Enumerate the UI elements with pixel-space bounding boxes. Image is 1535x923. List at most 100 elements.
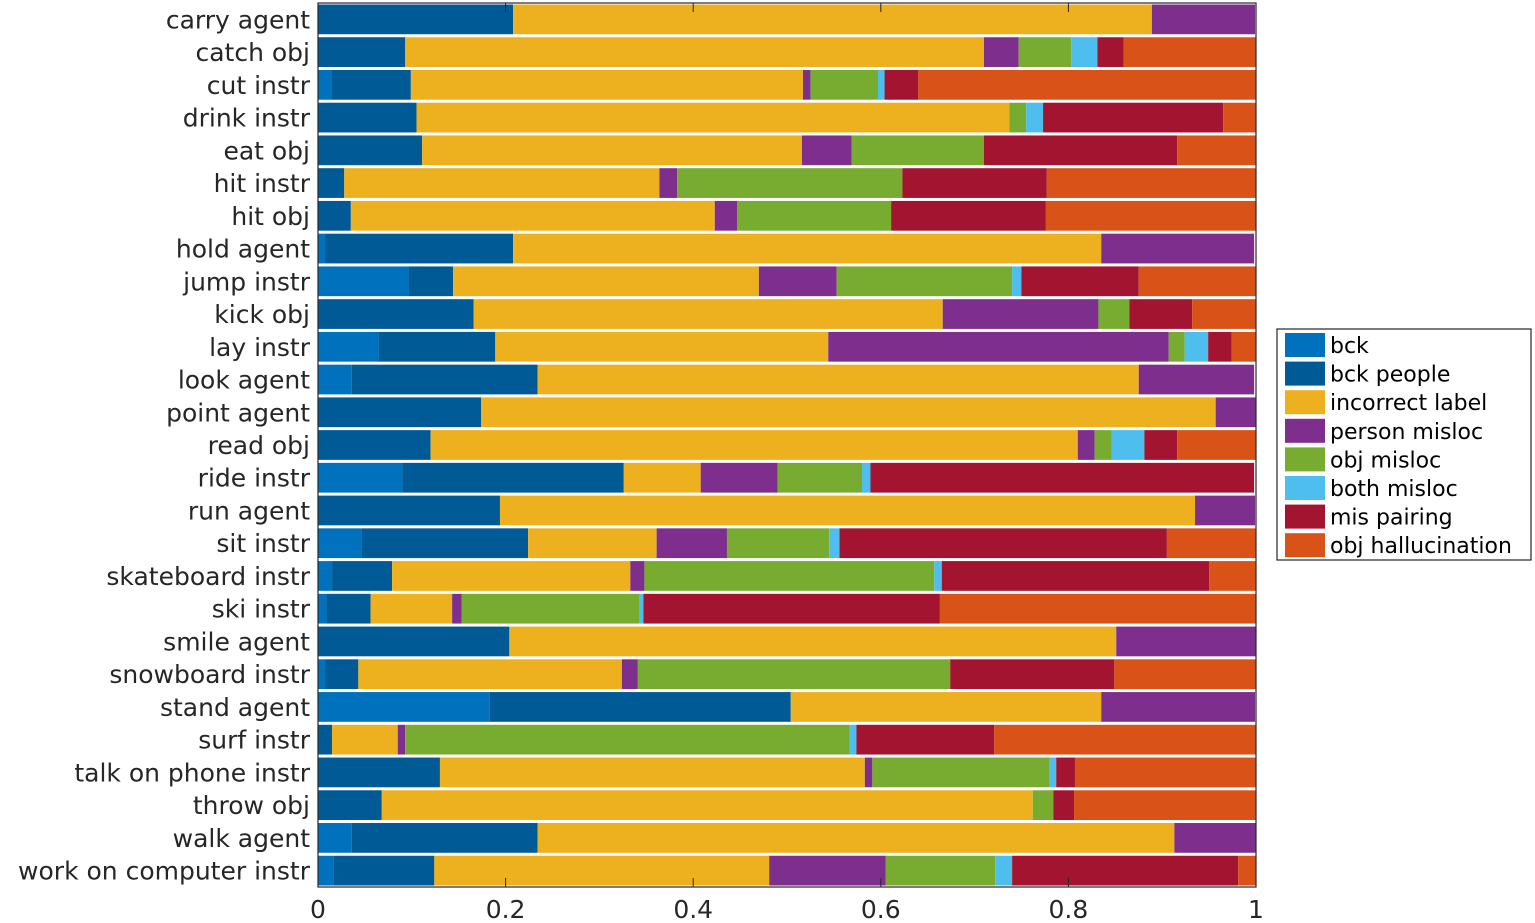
bar-sit-instr-incorrect-label: [528, 528, 657, 559]
bar-smile-agent-person-misloc: [1116, 626, 1256, 657]
bar-snowboard-instr-mis-pairing: [950, 659, 1115, 690]
bar-hit-instr-person-misloc: [659, 168, 678, 198]
bar-work-on-computer-instr-mis-pairing: [1012, 855, 1239, 886]
x-tick-label-1: 0.2: [486, 895, 526, 923]
bar-stand-agent-bck: [318, 692, 490, 722]
bar-lay-instr-incorrect-label: [495, 331, 829, 362]
category-label-catch-obj: catch obj: [195, 38, 310, 67]
bar-walk-agent-bck-people: [351, 823, 538, 853]
legend-label-person-misloc: person misloc: [1330, 420, 1483, 445]
bar-catch-obj-both-misloc: [1071, 37, 1098, 67]
legend-swatch-obj-misloc: [1285, 447, 1325, 472]
bar-look-agent-incorrect-label: [537, 364, 1139, 395]
bar-skateboard-instr-obj-misloc: [644, 561, 935, 591]
bar-lay-instr-obj-hallucination: [1231, 331, 1256, 362]
bar-throw-obj-bck-people: [318, 790, 382, 821]
bar-lay-instr-mis-pairing: [1208, 331, 1232, 362]
bar-stand-agent-person-misloc: [1101, 692, 1256, 722]
bar-talk-on-phone-instr-mis-pairing: [1056, 757, 1075, 788]
bar-talk-on-phone-instr-obj-hallucination: [1074, 757, 1256, 788]
bar-ski-instr-bck-people: [326, 593, 371, 624]
bar-sit-instr-obj-misloc: [726, 528, 830, 559]
axes-layer: 0 0.2 0.4 0.6 0.8 1: [310, 2, 1264, 923]
bar-throw-obj-mis-pairing: [1053, 790, 1075, 821]
bar-cut-instr-both-misloc: [877, 69, 885, 100]
bar-walk-agent-person-misloc: [1174, 823, 1256, 853]
bar-ski-instr-mis-pairing: [643, 593, 940, 624]
bar-ride-instr-mis-pairing: [870, 462, 1255, 493]
bar-point-agent-incorrect-label: [481, 397, 1216, 428]
category-label-point-agent: point agent: [166, 398, 310, 427]
bar-surf-instr-person-misloc: [397, 724, 406, 755]
bar-sit-instr-person-misloc: [656, 528, 727, 559]
bar-catch-obj-person-misloc: [983, 37, 1019, 67]
category-labels: carry agent catch obj cut instr drink instr…: [18, 5, 311, 885]
bar-surf-instr-obj-hallucination: [994, 724, 1256, 755]
bar-hit-instr-obj-hallucination: [1046, 168, 1256, 198]
bar-eat-obj-person-misloc: [802, 135, 852, 166]
bar-look-agent-bck: [318, 364, 352, 395]
bar-lay-instr-both-misloc: [1184, 331, 1209, 362]
category-label-hit-instr: hit instr: [214, 169, 311, 198]
bar-talk-on-phone-instr-incorrect-label: [439, 757, 865, 788]
bar-skateboard-instr-mis-pairing: [941, 561, 1210, 591]
bar-run-agent-incorrect-label: [499, 495, 1196, 526]
bar-skateboard-instr-person-misloc: [630, 561, 645, 591]
bar-jump-instr-bck: [318, 266, 409, 297]
bar-hit-obj-incorrect-label: [350, 200, 715, 231]
bar-snowboard-instr-person-misloc: [621, 659, 638, 690]
bar-point-agent-person-misloc: [1215, 397, 1256, 428]
bar-surf-instr-incorrect-label: [332, 724, 398, 755]
bar-look-agent-person-misloc: [1138, 364, 1255, 395]
bar-hold-agent-bck-people: [325, 233, 514, 264]
legend-label-both-misloc: both misloc: [1330, 477, 1458, 502]
bar-hit-obj-obj-misloc: [737, 200, 892, 231]
bar-drink-instr-obj-hallucination: [1223, 102, 1256, 133]
bar-jump-instr-both-misloc: [1012, 266, 1022, 297]
bar-carry-agent-incorrect-label: [513, 4, 1152, 35]
bar-work-on-computer-instr-bck-people: [333, 855, 435, 886]
bar-sit-instr-bck: [318, 528, 362, 559]
category-label-cut-instr: cut instr: [207, 71, 311, 100]
legend-swatch-bck-people: [1285, 361, 1325, 386]
bar-drink-instr-both-misloc: [1026, 102, 1044, 133]
bar-talk-on-phone-instr-bck-people: [318, 757, 440, 788]
bar-talk-on-phone-instr-both-misloc: [1049, 757, 1057, 788]
bar-hit-obj-bck-people: [318, 200, 351, 231]
bar-ski-instr-obj-misloc: [461, 593, 640, 624]
x-tick-label-3: 0.6: [861, 895, 901, 923]
x-tick-label-5: 1: [1248, 895, 1264, 923]
bar-work-on-computer-instr-person-misloc: [769, 855, 886, 886]
bar-run-agent-bck-people: [318, 495, 500, 526]
bar-cut-instr-bck-people: [331, 69, 411, 100]
bar-cut-instr-mis-pairing: [884, 69, 919, 100]
bar-cut-instr-obj-hallucination: [918, 69, 1256, 100]
bars-layer: [318, 4, 1256, 886]
legend-swatch-obj-hallucination: [1285, 533, 1325, 558]
bar-read-obj-incorrect-label: [430, 430, 1078, 460]
legend-label-incorrect-label: incorrect label: [1330, 391, 1487, 416]
bar-lay-instr-obj-misloc: [1168, 331, 1185, 362]
category-label-carry-agent: carry agent: [166, 5, 310, 34]
bar-jump-instr-obj-hallucination: [1138, 266, 1256, 297]
legend-label-bck-people: bck people: [1330, 363, 1450, 388]
bar-catch-obj-obj-hallucination: [1123, 37, 1256, 67]
category-label-eat-obj: eat obj: [223, 136, 310, 165]
category-label-drink-instr: drink instr: [183, 104, 311, 133]
bar-walk-agent-incorrect-label: [537, 823, 1175, 853]
bar-drink-instr-incorrect-label: [416, 102, 1010, 133]
category-label-sit-instr: sit instr: [216, 529, 310, 558]
bar-drink-instr-bck-people: [318, 102, 417, 133]
bar-work-on-computer-instr-bck: [318, 855, 334, 886]
bar-lay-instr-bck: [318, 331, 379, 362]
legend-label-mis-pairing: mis pairing: [1330, 506, 1453, 531]
bar-snowboard-instr-bck: [318, 659, 326, 690]
bar-throw-obj-obj-hallucination: [1074, 790, 1256, 821]
bar-look-agent-bck-people: [351, 364, 538, 395]
bar-skateboard-instr-obj-hallucination: [1209, 561, 1256, 591]
category-label-kick-obj: kick obj: [214, 300, 310, 329]
bar-cut-instr-person-misloc: [802, 69, 811, 100]
bar-surf-instr-bck-people: [318, 724, 333, 755]
category-label-surf-instr: surf instr: [198, 726, 311, 755]
bar-sit-instr-mis-pairing: [839, 528, 1167, 559]
